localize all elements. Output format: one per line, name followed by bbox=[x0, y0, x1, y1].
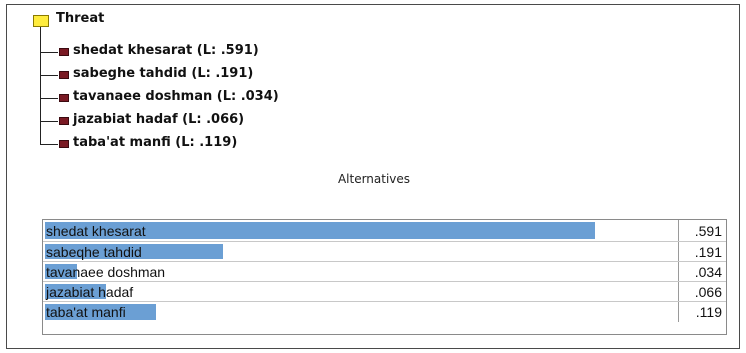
tree-item-label[interactable]: tavanaee doshman (L: .034) bbox=[73, 89, 279, 104]
alternative-row[interactable]: tavanaee doshman .034 bbox=[43, 262, 726, 282]
node-icon bbox=[59, 71, 69, 79]
alternative-value: .591 bbox=[694, 222, 722, 239]
alternative-value: .034 bbox=[694, 263, 722, 280]
alternatives-title: Alternatives bbox=[337, 172, 411, 186]
priority-bar bbox=[45, 284, 106, 299]
node-icon bbox=[59, 94, 69, 102]
hierarchy-tree: Threat shedat khesarat (L: .591) sabeghe… bbox=[7, 5, 407, 165]
bar-cell: tavanaee doshman bbox=[43, 262, 679, 281]
tree-item-label[interactable]: sabeghe tahdid (L: .191) bbox=[73, 66, 254, 81]
node-icon bbox=[59, 140, 69, 148]
tree-branch-line bbox=[40, 121, 58, 122]
bar-cell: shedat khesarat bbox=[43, 220, 679, 241]
alternative-value: .191 bbox=[694, 243, 722, 260]
tree-branch-line bbox=[40, 75, 58, 76]
priority-bar bbox=[45, 244, 223, 259]
tree-item-tabaat-manfi[interactable]: taba'at manfi (L: .119) bbox=[40, 135, 400, 153]
node-icon bbox=[59, 117, 69, 125]
tree-trunk-line bbox=[40, 27, 41, 145]
bar-cell: taba'at manfi bbox=[43, 302, 679, 322]
tree-item-jazabiat-hadaf[interactable]: jazabiat hadaf (L: .066) bbox=[40, 112, 400, 130]
priority-bar bbox=[45, 222, 595, 239]
node-icon bbox=[59, 48, 69, 56]
tree-item-label[interactable]: jazabiat hadaf (L: .066) bbox=[73, 112, 245, 127]
tree-branch-line bbox=[40, 98, 58, 99]
tree-item-label[interactable]: taba'at manfi (L: .119) bbox=[73, 135, 238, 150]
bar-cell: sabeqhe tahdid bbox=[43, 242, 679, 261]
alternatives-table: shedat khesarat .591 sabeqhe tahdid .191… bbox=[42, 219, 727, 335]
tree-branch-line bbox=[40, 52, 58, 53]
tree-item-sabeghe-tahdid[interactable]: sabeghe tahdid (L: .191) bbox=[40, 66, 400, 84]
alternative-name: taba'at manfi bbox=[46, 304, 126, 320]
folder-icon[interactable] bbox=[33, 15, 49, 27]
bar-cell: jazabiat hadaf bbox=[43, 282, 679, 301]
tree-root-label[interactable]: Threat bbox=[56, 11, 105, 26]
main-panel: Threat shedat khesarat (L: .591) sabeghe… bbox=[6, 4, 740, 349]
alternative-row[interactable]: shedat khesarat .591 bbox=[43, 220, 726, 242]
tree-item-label[interactable]: shedat khesarat (L: .591) bbox=[73, 43, 259, 58]
priority-bar bbox=[45, 304, 156, 320]
alternative-name: shedat khesarat bbox=[46, 222, 146, 239]
priority-bar bbox=[45, 264, 77, 279]
alternative-row[interactable]: sabeqhe tahdid .191 bbox=[43, 242, 726, 262]
alternative-row[interactable]: jazabiat hadaf .066 bbox=[43, 282, 726, 302]
alternative-value: .119 bbox=[695, 304, 722, 320]
alternative-name: jazabiat hadaf bbox=[46, 283, 134, 300]
alternative-name: tavanaee doshman bbox=[46, 263, 166, 280]
alternative-name: sabeqhe tahdid bbox=[46, 243, 142, 260]
tree-item-shedat-khesarat[interactable]: shedat khesarat (L: .591) bbox=[40, 43, 400, 61]
alternative-row[interactable]: taba'at manfi .119 bbox=[43, 302, 726, 322]
tree-branch-line bbox=[40, 144, 58, 145]
tree-item-tavanaee-doshman[interactable]: tavanaee doshman (L: .034) bbox=[40, 89, 400, 107]
alternative-value: .066 bbox=[694, 283, 722, 300]
